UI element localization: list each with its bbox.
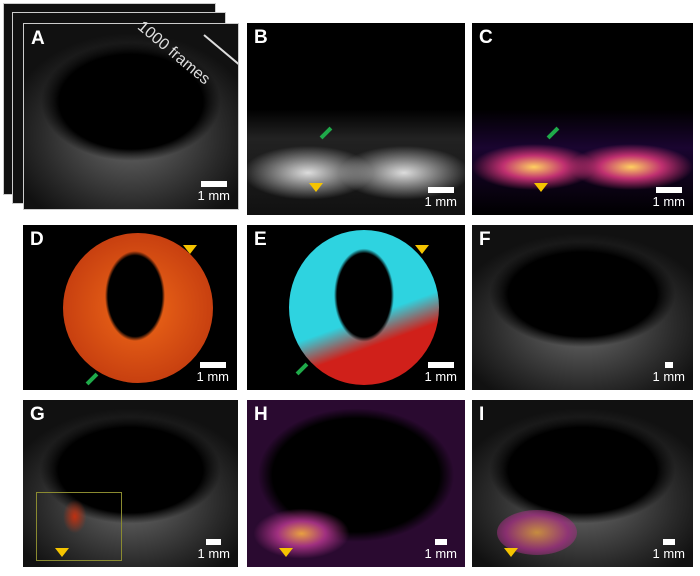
panel-c: C 1 mm [472, 23, 693, 215]
panel-g: G 1 mm [23, 400, 238, 567]
panel-label: D [30, 229, 44, 250]
yellow-arrowhead-icon [534, 183, 548, 192]
scale-bar: 1 mm [197, 362, 229, 384]
panel-h: H 1 mm [247, 400, 465, 567]
scale-bar: 1 mm [425, 539, 457, 561]
yellow-arrowhead-icon [55, 548, 69, 557]
scale-bar: 1 mm [653, 539, 685, 561]
yellow-arrowhead-icon [415, 245, 429, 254]
green-arrow-icon [85, 372, 99, 386]
scale-bar: 1 mm [425, 362, 457, 384]
green-arrow-icon [319, 126, 333, 140]
panel-i: I 1 mm [472, 400, 693, 567]
overlay-flow [497, 510, 577, 555]
panel-label: F [479, 229, 491, 250]
panel-label: E [254, 229, 267, 250]
iris-image [63, 233, 213, 383]
yellow-arrowhead-icon [279, 548, 293, 557]
panel-label: G [30, 404, 45, 425]
panel-label: A [31, 28, 45, 49]
frames-arrow-icon [203, 34, 238, 68]
scale-bar: 1 mm [653, 362, 685, 384]
scale-bar: 1 mm [653, 187, 685, 209]
doppler-roi-box [36, 492, 122, 561]
green-arrow-icon [546, 126, 560, 140]
yellow-arrowhead-icon [504, 548, 518, 557]
green-arrow-icon [295, 362, 309, 376]
panel-b: B 1 mm [247, 23, 465, 215]
scale-bar: 1 mm [198, 539, 230, 561]
panel-e: E 1 mm [247, 225, 465, 390]
scale-bar: 1 mm [198, 181, 230, 203]
panel-label: H [254, 404, 268, 425]
panel-d: D 1 mm [23, 225, 237, 390]
scale-bar: 1 mm [425, 187, 457, 209]
yellow-arrowhead-icon [309, 183, 323, 192]
panel-label: C [479, 27, 493, 48]
panel-f: F 1 mm [472, 225, 693, 390]
panel-a: A 1 mm [23, 23, 239, 210]
yellow-arrowhead-icon [183, 245, 197, 254]
panel-label: B [254, 27, 268, 48]
panel-label: I [479, 404, 485, 425]
iris-segmentation [289, 230, 439, 385]
